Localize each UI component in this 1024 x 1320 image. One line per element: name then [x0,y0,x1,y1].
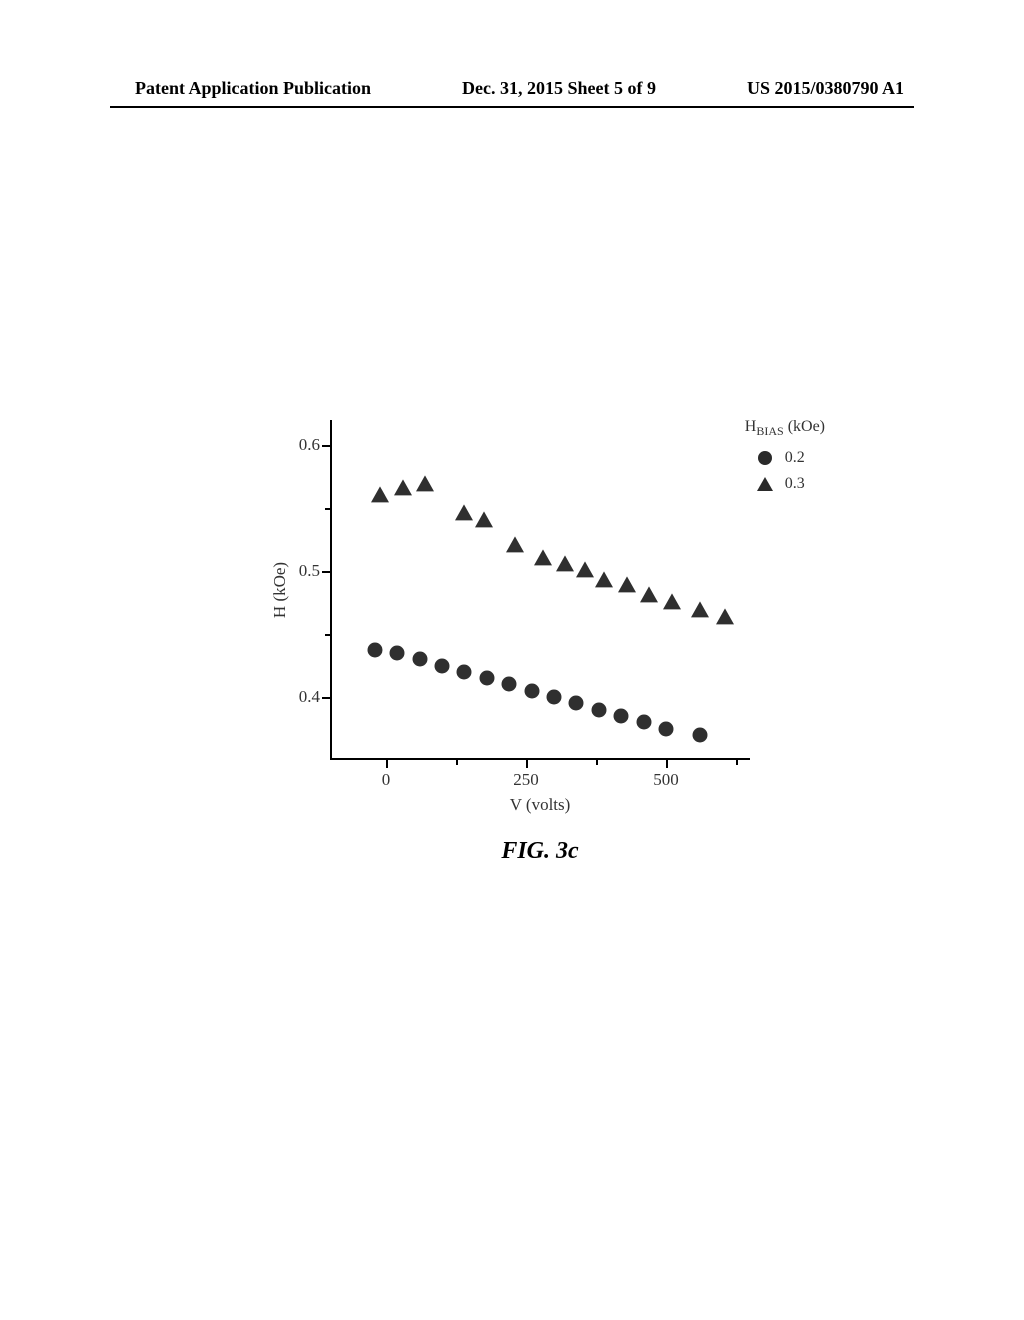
data-point [659,721,674,736]
y-tick [322,445,330,447]
x-tick-label: 500 [653,770,679,790]
x-tick [666,760,668,768]
legend-title: HBIAS (kOe) [745,418,825,439]
data-point [455,505,473,521]
x-tick-minor [596,760,598,765]
data-point [394,480,412,496]
legend-title-sub: BIAS [756,424,783,438]
y-axis [330,420,332,760]
x-tick-label: 0 [382,770,391,790]
data-point [475,511,493,527]
data-point [663,593,681,609]
data-point [636,715,651,730]
y-tick-label: 0.4 [280,687,320,707]
y-tick [322,697,330,699]
plot-area: H (kOe) V (volts) HBIAS (kOe) 0.2 0.3 FI… [330,420,750,760]
y-tick-minor [325,634,330,636]
data-point [640,587,658,603]
scatter-chart: H (kOe) V (volts) HBIAS (kOe) 0.2 0.3 FI… [240,420,820,830]
y-tick-label: 0.6 [280,435,320,455]
legend-label: 0.2 [785,449,805,467]
header-left: Patent Application Publication [135,78,371,99]
data-point [412,652,427,667]
x-tick [526,760,528,768]
data-point [569,696,584,711]
header-right: US 2015/0380790 A1 [747,78,904,99]
y-tick [322,571,330,573]
data-point [547,690,562,705]
data-point [534,549,552,565]
data-point [576,562,594,578]
y-tick-label: 0.5 [280,561,320,581]
data-point [591,702,606,717]
x-tick-minor [736,760,738,765]
data-point [556,555,574,571]
header-rule [110,106,914,108]
data-point [371,486,389,502]
legend-title-prefix: H [745,418,757,435]
y-tick-minor [325,508,330,510]
data-point [435,658,450,673]
data-point [692,727,707,742]
data-point [479,671,494,686]
data-point [524,683,539,698]
data-point [390,645,405,660]
data-point [716,608,734,624]
x-tick-label: 250 [513,770,539,790]
data-point [457,664,472,679]
data-point [506,536,524,552]
data-point [618,577,636,593]
data-point [367,643,382,658]
data-point [691,602,709,618]
x-axis [330,758,750,760]
figure-caption: FIG. 3c [501,838,578,865]
legend-title-suffix: (kOe) [784,418,825,435]
x-tick-minor [456,760,458,765]
x-tick [386,760,388,768]
data-point [595,572,613,588]
x-axis-label: V (volts) [510,795,571,815]
legend-item: 0.2 [755,449,825,467]
chart-legend: HBIAS (kOe) 0.2 0.3 [745,418,825,501]
page-header: Patent Application Publication Dec. 31, … [0,78,1024,99]
data-point [416,476,434,492]
legend-label: 0.3 [785,475,805,493]
triangle-icon [755,477,775,491]
circle-icon [755,451,775,465]
legend-item: 0.3 [755,475,825,493]
header-center: Dec. 31, 2015 Sheet 5 of 9 [462,78,656,99]
data-point [502,677,517,692]
data-point [614,708,629,723]
